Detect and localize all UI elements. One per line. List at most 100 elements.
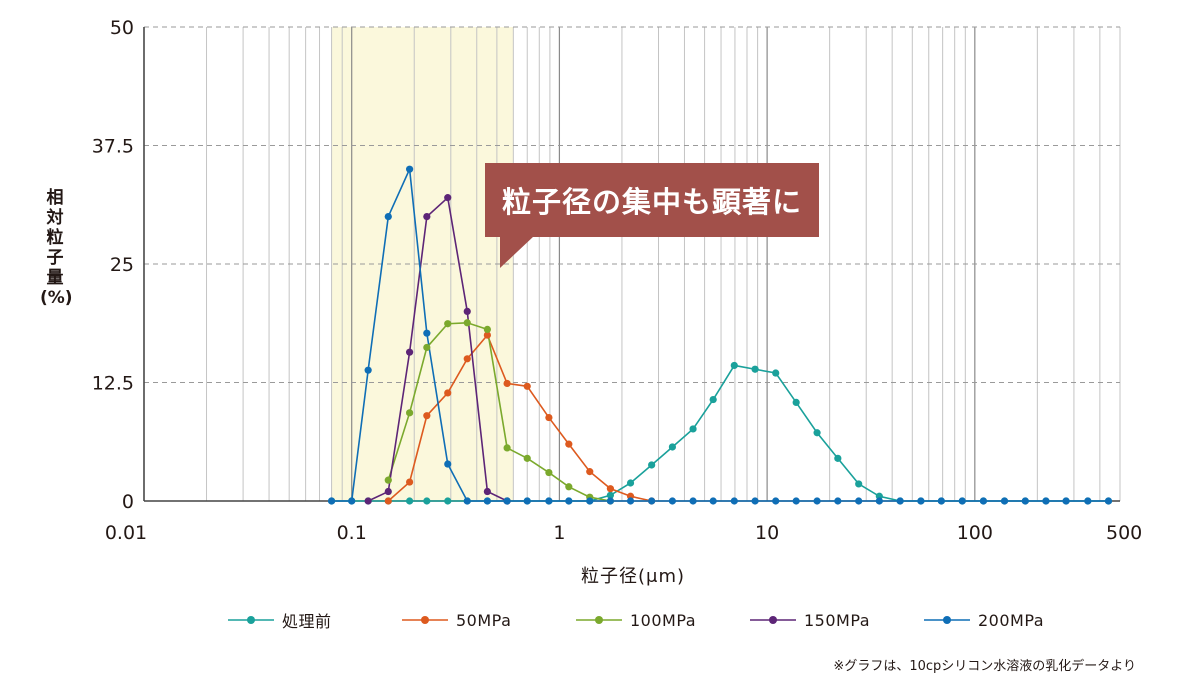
- data-point: [813, 497, 821, 505]
- data-point: [586, 497, 594, 505]
- data-point: [772, 497, 780, 505]
- data-point: [444, 460, 452, 468]
- data-point: [834, 497, 842, 505]
- data-point: [483, 325, 491, 334]
- legend-marker-icon: [402, 616, 448, 624]
- data-point: [896, 497, 904, 505]
- x-tick-label: 500: [1106, 522, 1142, 544]
- data-point: [406, 478, 414, 486]
- data-point: [406, 497, 414, 505]
- data-point: [689, 425, 697, 433]
- legend-label: 200MPa: [978, 610, 1045, 630]
- y-axis-label-char: 量: [46, 268, 64, 288]
- data-point: [792, 497, 800, 505]
- legend-label: 50MPa: [456, 610, 512, 630]
- data-point: [855, 497, 863, 505]
- data-point: [503, 497, 511, 505]
- data-point: [626, 497, 635, 505]
- y-tick-label: 0: [122, 491, 134, 513]
- y-axis-label: 相 対 粒 子 量 (%): [40, 188, 73, 308]
- legend-label: 150MPa: [804, 610, 871, 630]
- data-point: [364, 497, 372, 505]
- data-point: [523, 454, 531, 462]
- data-point: [606, 491, 615, 499]
- x-tick-label: 0.1: [337, 522, 367, 544]
- y-axis-label-char: 粒: [46, 228, 64, 248]
- data-point: [855, 480, 863, 488]
- annotation-callout-tail: [500, 236, 534, 268]
- legend-item: 200MPa: [924, 608, 1044, 632]
- data-point: [668, 443, 677, 451]
- data-point: [1021, 497, 1029, 505]
- legend-item: 50MPa: [402, 608, 511, 632]
- y-axis-label-char: 子: [46, 248, 64, 268]
- data-point: [958, 497, 966, 505]
- data-point: [1042, 497, 1050, 505]
- x-axis-label: 粒子径(μm): [0, 562, 1200, 588]
- legend-item: 処理前: [228, 608, 332, 632]
- data-point: [1084, 497, 1092, 505]
- data-point: [523, 382, 531, 390]
- legend-dot: [943, 616, 951, 624]
- data-point: [545, 468, 553, 477]
- data-point: [406, 409, 414, 417]
- x-axis-label-text: 粒子径(μm): [580, 566, 686, 587]
- data-point: [444, 194, 452, 202]
- data-point: [979, 497, 988, 505]
- data-point: [463, 497, 471, 505]
- data-point: [668, 497, 677, 505]
- series-line: [367, 196, 508, 502]
- data-point: [565, 483, 573, 491]
- data-point: [586, 468, 594, 476]
- data-point: [364, 366, 372, 374]
- data-point: [423, 497, 431, 505]
- data-point: [875, 497, 883, 505]
- legend-item: 100MPa: [576, 608, 696, 632]
- data-point: [523, 497, 531, 505]
- data-point: [463, 319, 471, 327]
- data-point: [813, 429, 821, 437]
- data-point: [1000, 497, 1009, 505]
- data-point: [406, 348, 414, 356]
- data-point: [792, 398, 800, 407]
- data-point: [483, 487, 491, 496]
- legend-item: 150MPa: [750, 608, 870, 632]
- data-point: [730, 361, 738, 370]
- x-tick-label: 1: [553, 522, 565, 544]
- data-point: [444, 497, 452, 505]
- y-axis-label-char: 相: [46, 188, 64, 208]
- x-tick-label: 0.01: [105, 522, 147, 544]
- y-tick-label: 37.5: [92, 136, 134, 158]
- data-point: [917, 497, 925, 505]
- data-point: [545, 497, 553, 505]
- data-point: [423, 343, 431, 352]
- data-point: [327, 497, 336, 505]
- series-line: [387, 321, 611, 502]
- legend-label: 100MPa: [630, 610, 697, 630]
- data-point: [463, 355, 471, 363]
- data-point: [423, 213, 431, 221]
- data-point: [709, 395, 717, 404]
- legend-marker-icon: [924, 616, 970, 624]
- legend-marker-icon: [576, 616, 622, 624]
- legend-dot: [421, 616, 429, 624]
- data-point: [606, 485, 615, 493]
- data-point: [648, 461, 656, 469]
- data-point: [937, 497, 945, 505]
- data-point: [834, 454, 842, 462]
- legend-dot: [247, 616, 255, 624]
- x-tick-label: 100: [957, 522, 993, 544]
- x-tick-label: 10: [755, 522, 779, 544]
- series-line: [387, 333, 652, 502]
- data-point: [606, 497, 615, 505]
- data-point: [545, 413, 553, 422]
- data-point: [384, 497, 392, 505]
- data-point: [751, 365, 759, 373]
- legend-marker-icon: [228, 616, 274, 624]
- data-point: [709, 497, 717, 505]
- y-axis-label-unit: (%): [40, 288, 73, 308]
- data-point: [423, 329, 431, 337]
- data-point: [648, 497, 656, 505]
- annotation-text: 粒子径の集中も顕著に: [501, 185, 802, 219]
